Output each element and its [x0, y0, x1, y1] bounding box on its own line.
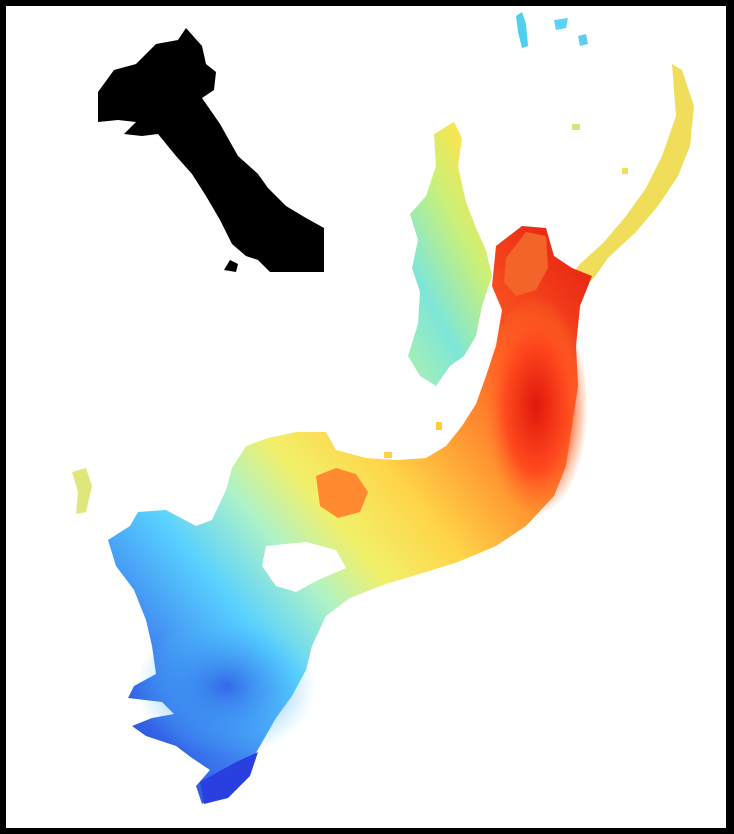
map-canvas: [6, 6, 726, 828]
coast-speck-3: [384, 452, 392, 458]
coast-speck-4: [622, 168, 628, 174]
north-islet-a: [516, 12, 528, 48]
north-coast-region: [408, 122, 492, 386]
coast-speck-2: [436, 422, 442, 430]
cold-core: [136, 616, 316, 756]
inset-locator-islet: [224, 260, 238, 272]
inland-lake: [262, 542, 346, 592]
southern-tip: [200, 752, 258, 804]
east-coast-arm: [566, 64, 694, 288]
north-islet-b: [554, 18, 568, 30]
north-islet-c: [578, 34, 588, 46]
inset-locator-silhouette: [98, 28, 324, 272]
coast-speck-1: [572, 124, 580, 130]
north-hot-patch: [504, 232, 548, 296]
map-svg: [72, 12, 694, 804]
hot-core: [484, 296, 588, 516]
mid-orange-patch: [316, 468, 368, 518]
west-outlier: [72, 468, 92, 514]
